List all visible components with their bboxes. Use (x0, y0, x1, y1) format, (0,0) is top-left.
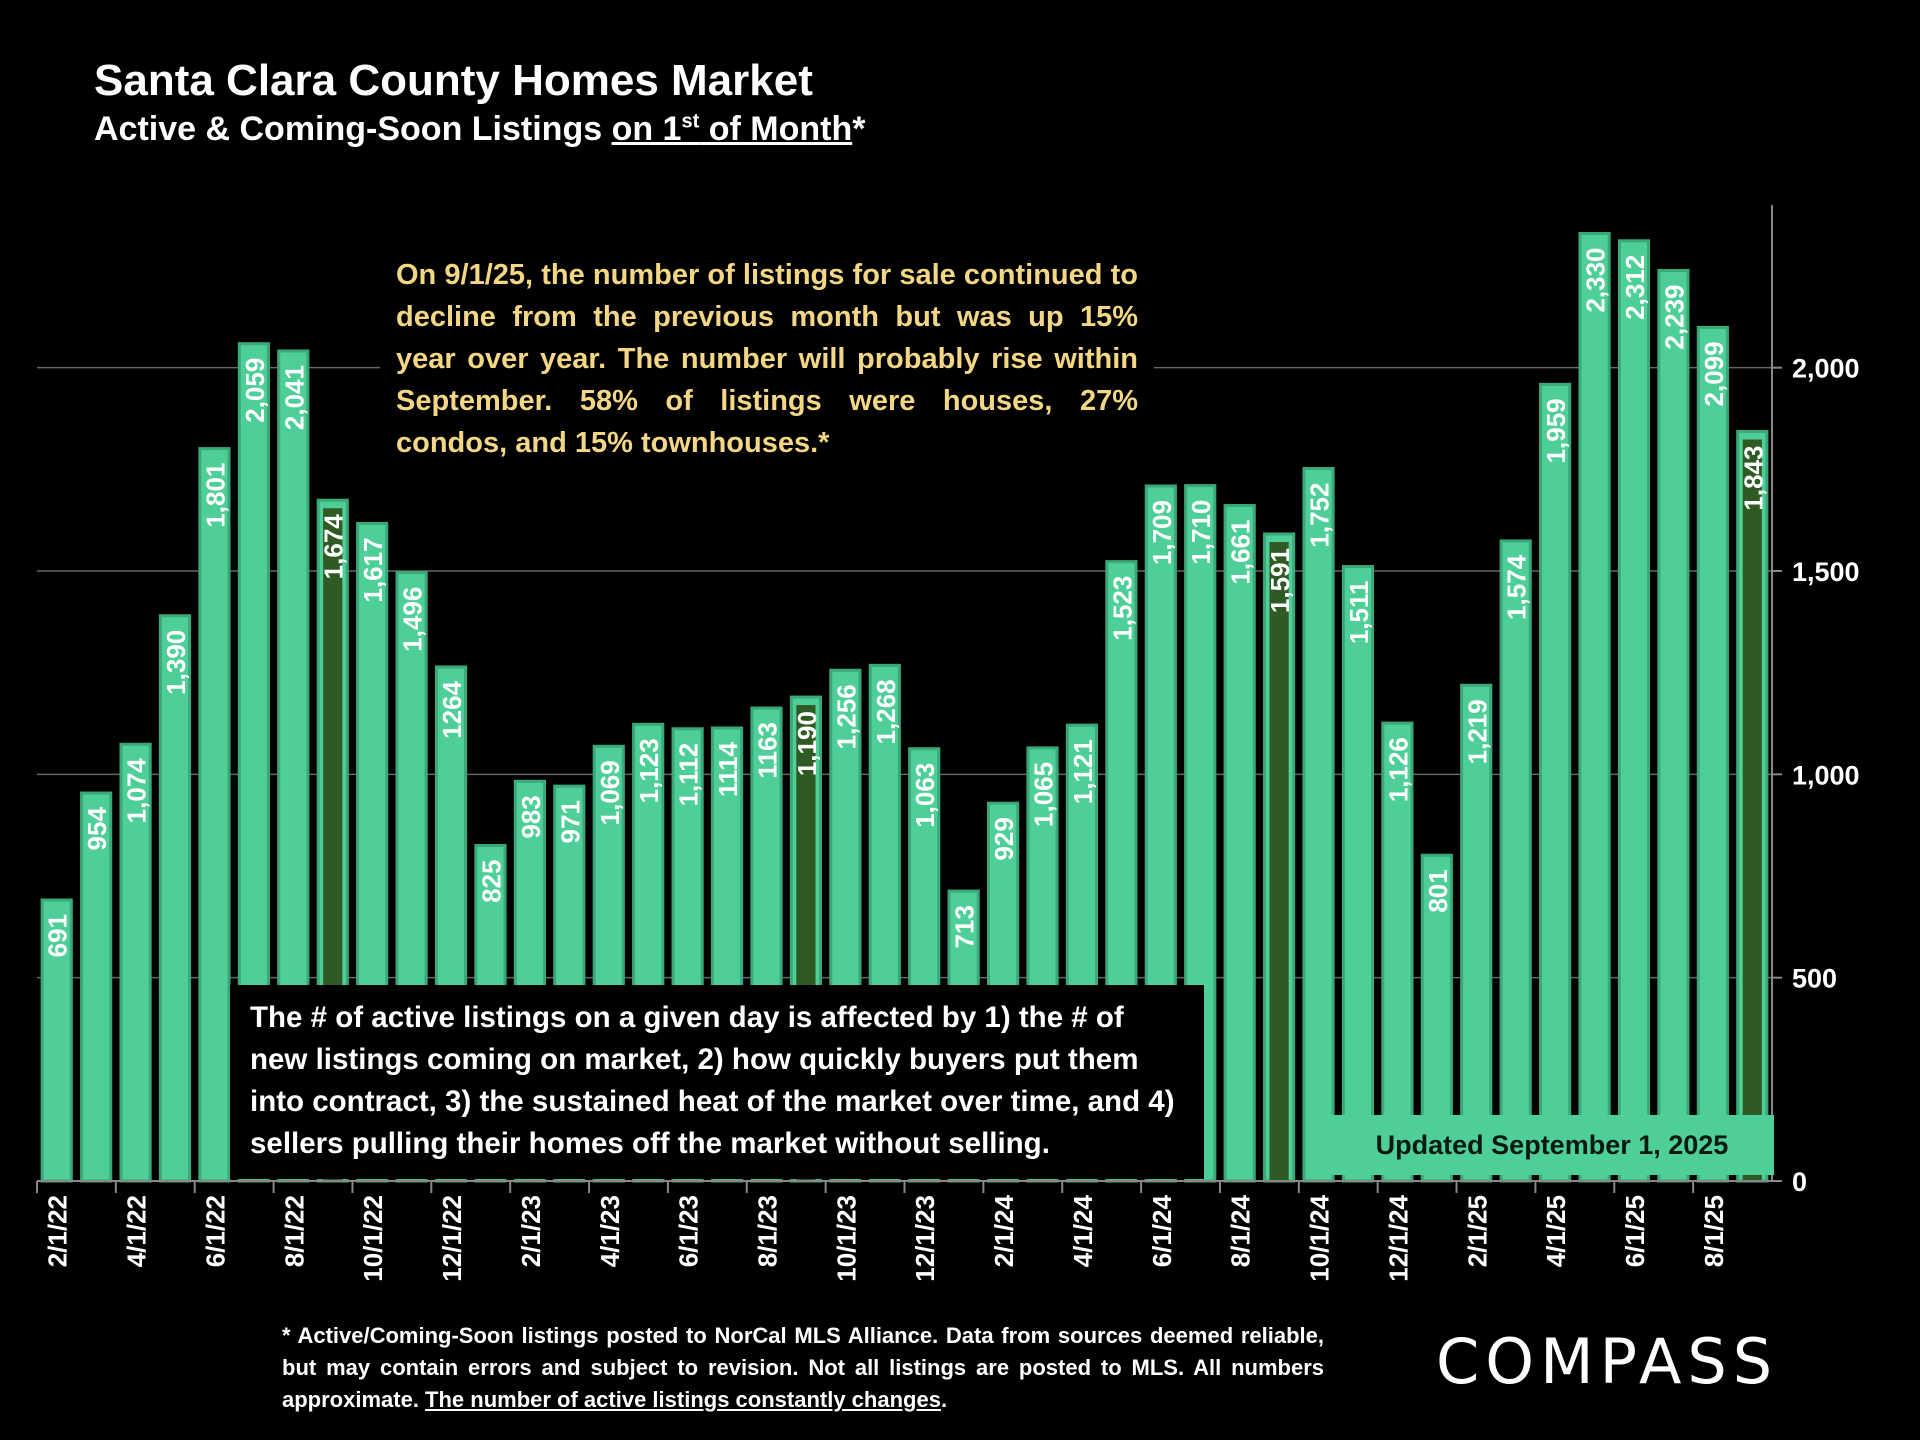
bar (1657, 268, 1690, 1183)
bar-value-label: 1,591 (1265, 548, 1295, 613)
x-tick-label: 6/1/25 (1620, 1195, 1650, 1267)
x-tick-label: 10/1/24 (1305, 1194, 1335, 1281)
bar (1499, 539, 1532, 1183)
bar-value-label: 2,312 (1620, 255, 1650, 320)
updated-badge: Updated September 1, 2025 (1330, 1115, 1774, 1175)
bar-value-label: 1,574 (1502, 554, 1532, 620)
bar-value-label: 2,330 (1581, 247, 1611, 312)
bar (1302, 467, 1335, 1183)
bar-value-label: 1,219 (1462, 699, 1492, 764)
bar-value-label: 713 (950, 905, 980, 948)
bar-value-label: 1264 (437, 680, 467, 738)
bar-value-label: 2,059 (240, 358, 270, 423)
compass-logo: COMPASS (1436, 1325, 1779, 1398)
bar (1460, 683, 1493, 1183)
bar (80, 791, 113, 1183)
bar (1578, 231, 1611, 1183)
x-tick-label: 10/1/22 (358, 1195, 388, 1282)
bar-value-label: 971 (555, 800, 585, 843)
bar-value-label: 983 (516, 795, 546, 838)
x-tick-label: 12/1/24 (1383, 1194, 1413, 1281)
bar-value-label: 1,390 (161, 630, 191, 695)
x-tick-label: 4/1/24 (1068, 1194, 1098, 1267)
bar-value-label: 929 (989, 817, 1019, 860)
x-tick-label: 4/1/25 (1541, 1195, 1571, 1267)
bar-value-label: 691 (43, 914, 73, 957)
bar (1539, 382, 1572, 1183)
bar-highlight (1742, 439, 1762, 1182)
annotation-explanation: The # of active listings on a given day … (230, 985, 1204, 1179)
x-tick-label: 8/1/25 (1699, 1195, 1729, 1267)
bar (1617, 239, 1651, 1183)
bar-value-label: 954 (82, 807, 112, 851)
x-tick-label: 2/1/24 (989, 1194, 1019, 1267)
x-tick-label: 12/1/23 (910, 1195, 940, 1282)
bar-value-label: 1,709 (1147, 500, 1177, 565)
bar-value-label: 1,074 (122, 758, 152, 824)
bar-value-label: 1,661 (1226, 520, 1256, 585)
bar-value-label: 1,069 (595, 760, 625, 825)
bar-value-label: 1,063 (910, 763, 940, 828)
x-tick-label: 2/1/25 (1462, 1195, 1492, 1267)
bar-value-label: 1,268 (871, 679, 901, 744)
x-tick-label: 8/1/24 (1226, 1194, 1256, 1267)
x-tick-label: 8/1/22 (279, 1195, 309, 1267)
x-tick-label: 8/1/23 (752, 1195, 782, 1267)
y-tick-label: 0 (1792, 1167, 1807, 1197)
x-tick-label: 10/1/23 (831, 1195, 861, 1282)
bar-value-label: 1,190 (792, 711, 822, 776)
chart-title: Santa Clara County Homes Market (94, 56, 813, 105)
footnote: * Active/Coming-Soon listings posted to … (282, 1323, 1324, 1412)
bar-value-label: 1,126 (1383, 737, 1413, 802)
bar (198, 447, 231, 1183)
bar-value-label: 1,710 (1186, 500, 1216, 565)
bar-value-label: 1114 (713, 741, 743, 797)
x-tick-label: 12/1/22 (437, 1195, 467, 1282)
bar-highlight (1269, 541, 1289, 1181)
x-tick-label: 4/1/23 (595, 1195, 625, 1267)
bar-value-label: 801 (1423, 869, 1453, 912)
bar (158, 614, 192, 1183)
bar-value-label: 1163 (752, 722, 782, 778)
bar-value-label: 1,511 (1344, 581, 1374, 645)
bar-value-label: 1,123 (634, 738, 664, 803)
bar-value-label: 1,674 (319, 514, 349, 580)
bar-value-label: 825 (476, 860, 506, 903)
bar (119, 742, 152, 1183)
x-tick-label: 2/1/22 (43, 1195, 73, 1267)
x-tick-label: 6/1/23 (674, 1195, 704, 1267)
x-tick-label: 6/1/24 (1147, 1194, 1177, 1267)
bar-value-label: 1,496 (398, 587, 428, 652)
bar-value-label: 1,617 (358, 537, 388, 602)
x-tick-label: 4/1/22 (122, 1195, 152, 1267)
bar (1184, 484, 1217, 1183)
x-tick-label: 6/1/22 (200, 1195, 230, 1267)
bar-value-label: 1,523 (1107, 576, 1137, 641)
bar-value-label: 1,112 (674, 743, 704, 807)
y-tick-label: 500 (1792, 964, 1837, 994)
bar (1341, 565, 1375, 1183)
bar-value-label: 1,065 (1029, 762, 1059, 827)
bar (1223, 504, 1256, 1183)
bar-value-label: 2,099 (1699, 341, 1729, 406)
x-tick-label: 2/1/23 (516, 1195, 546, 1267)
y-tick-label: 1,500 (1792, 557, 1860, 587)
bar-value-label: 1,121 (1068, 739, 1098, 804)
bar-value-label: 1,959 (1541, 398, 1571, 463)
annotation-summary: On 9/1/25, the number of listings for sa… (380, 250, 1154, 468)
y-tick-label: 1,000 (1792, 760, 1860, 790)
bar-value-label: 2,041 (279, 365, 309, 430)
y-tick-label: 2,000 (1792, 354, 1860, 384)
chart-subtitle: Active & Coming-Soon Listings on 1st of … (94, 110, 866, 148)
bar-value-label: 1,801 (200, 463, 230, 528)
bar-value-label: 1,256 (831, 684, 861, 749)
bar-value-label: 2,239 (1659, 284, 1689, 349)
bar-value-label: 1,843 (1738, 446, 1768, 511)
bar (1696, 325, 1729, 1183)
bar-value-label: 1,752 (1305, 483, 1335, 548)
